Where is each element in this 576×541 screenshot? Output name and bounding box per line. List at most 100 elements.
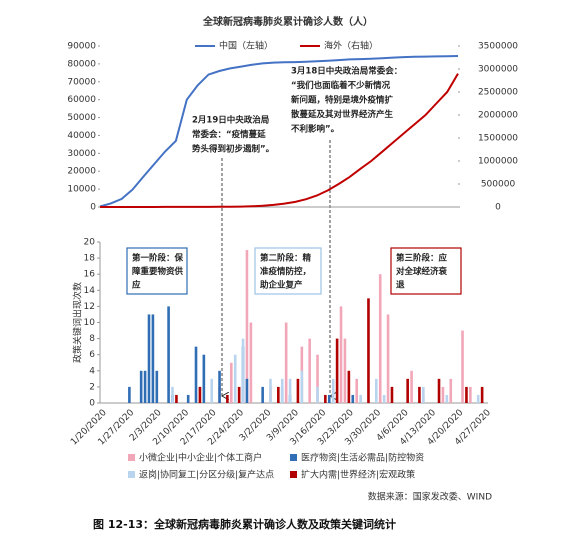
annotation: 应 <box>132 280 141 291</box>
bar <box>186 394 190 403</box>
y-tick-label: 14 <box>84 286 96 296</box>
bar <box>449 378 453 403</box>
y-tick-label: 40000 <box>67 131 96 141</box>
y2-tick-label: 1000000 <box>478 157 518 167</box>
bar <box>445 394 449 403</box>
bar <box>288 378 292 403</box>
bar <box>194 346 198 403</box>
caption: 图 12-13：全球新冠病毒肺炎累计确诊人数及政策关键词统计 <box>93 517 396 531</box>
annotation: 常委会：“疫情蔓延 <box>192 129 266 140</box>
bar <box>476 394 480 403</box>
y-tick-label: 0 <box>90 203 96 213</box>
y-tick-label: 2 <box>89 382 95 392</box>
y-tick-label: 10000 <box>67 185 96 195</box>
bar <box>331 378 335 403</box>
bar <box>245 378 249 403</box>
bar <box>249 322 253 403</box>
y-tick-label: 18 <box>84 254 96 264</box>
bar <box>355 378 359 403</box>
annotation: 准疫情防控， <box>260 266 311 277</box>
bar <box>347 370 351 403</box>
y-tick-label: 20000 <box>67 167 96 177</box>
annotation: 2月19日中央政治局 <box>192 115 269 126</box>
legend-label: 中国（左轴） <box>219 40 273 52</box>
bar <box>441 386 445 403</box>
bar <box>422 386 425 403</box>
bar <box>171 386 174 403</box>
y2-tick-label: 0 <box>495 203 501 213</box>
bar <box>351 394 355 403</box>
bar <box>261 386 264 403</box>
annotation: 第一阶段：保 <box>132 253 184 264</box>
bar <box>327 394 331 403</box>
bar <box>324 394 327 403</box>
y-tick-label: 30000 <box>67 149 96 159</box>
chart-title: 全球新冠病毒肺炎累计确诊人数（人） <box>202 15 373 28</box>
bar <box>218 370 221 403</box>
bar <box>237 386 241 403</box>
bar <box>480 386 484 403</box>
legend-swatch <box>128 471 135 478</box>
bar <box>461 330 464 403</box>
bar <box>335 338 339 403</box>
bar <box>382 394 386 403</box>
bar <box>229 362 233 403</box>
bar <box>143 370 147 403</box>
bar <box>296 378 300 403</box>
y2-tick-label: 3500000 <box>478 42 518 52</box>
y2-tick-label: 3000000 <box>478 65 518 75</box>
bar <box>316 386 319 403</box>
annotation: 障重要物资供 <box>132 266 184 277</box>
source: 数据来源：国家发改委、WIND <box>368 491 492 503</box>
bar <box>359 394 362 403</box>
bar <box>151 314 155 403</box>
annotation: 第二阶段：精 <box>260 253 312 264</box>
bar <box>300 370 304 403</box>
annotation: 散蔓延及其对世界经济产生 <box>291 109 394 120</box>
bar <box>390 386 394 403</box>
bar <box>375 378 378 403</box>
legend-label: 返岗|协同复工|分区分级|复产达点 <box>139 469 274 481</box>
legend-swatch <box>290 454 297 461</box>
annotation-box <box>254 247 322 295</box>
bar <box>175 394 178 403</box>
y2-tick-label: 500000 <box>481 180 516 190</box>
y-tick-label: 12 <box>84 302 95 312</box>
legend-swatch <box>128 454 135 461</box>
bar <box>410 370 413 403</box>
bar <box>437 378 441 403</box>
annotation: 不利影响”。 <box>291 124 339 135</box>
y-tick-label: 4 <box>89 366 95 376</box>
y2-tick-label: 2500000 <box>478 88 518 98</box>
bar <box>226 394 229 403</box>
bar <box>378 274 382 403</box>
bar <box>139 370 143 403</box>
legend-swatch <box>290 471 297 478</box>
y-tick-label: 50000 <box>67 113 96 123</box>
y-tick-label: 16 <box>84 270 96 280</box>
bar <box>343 338 347 403</box>
y-tick-label: 80000 <box>67 59 96 69</box>
y-tick-label: 0 <box>89 399 95 409</box>
bar <box>339 306 343 403</box>
bar <box>128 386 131 403</box>
bar <box>155 370 159 403</box>
bar <box>284 322 288 403</box>
y2-tick-label: 1500000 <box>478 134 518 144</box>
bar <box>167 306 170 403</box>
bar <box>367 298 370 403</box>
bar <box>406 378 409 403</box>
bar <box>316 354 319 403</box>
bar <box>269 378 272 403</box>
legend-label: 海外（右轴） <box>324 40 378 52</box>
bar <box>280 378 284 403</box>
annotation-box <box>390 247 462 295</box>
annotation: 助企业复产 <box>260 280 303 291</box>
y-tick-label: 60000 <box>67 95 96 105</box>
legend-label: 小微企业|中小企业|个体工商户 <box>139 452 262 464</box>
series-line <box>100 73 459 208</box>
y2-tick-label: 2000000 <box>478 111 518 121</box>
y-axis-label: 政策关键词出现次数 <box>72 282 84 363</box>
legend-label: 医疗物资|生活必需品|防控物资 <box>301 452 424 464</box>
